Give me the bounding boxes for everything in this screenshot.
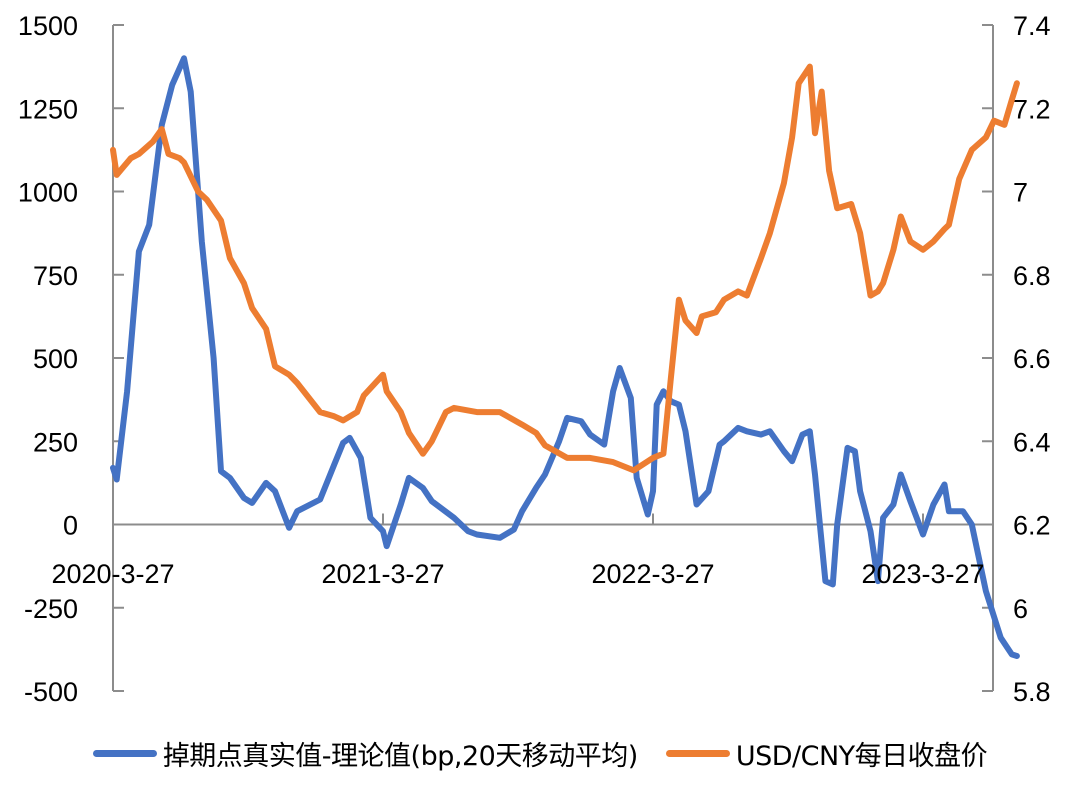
right-axis-tick-label: 6.4	[1013, 427, 1051, 457]
right-axis-tick-label: 7.2	[1013, 94, 1051, 124]
legend-item-usdcny: USD/CNY每日收盘价	[665, 734, 988, 773]
left-axis-tick-label: -500	[24, 677, 78, 707]
right-axis-tick-label: 6.6	[1013, 344, 1051, 374]
right-axis-tick-label: 6.8	[1013, 261, 1051, 291]
left-axis-tick-label: 1250	[18, 94, 78, 124]
x-axis-labels: 2020-3-27 2021-3-27 2022-3-27 2023-3-27	[51, 559, 984, 589]
left-axis-tick-label: 0	[63, 511, 78, 541]
x-axis-tick-label: 2023-3-27	[861, 559, 984, 589]
series-layer	[110, 55, 1020, 659]
legend-label: USD/CNY每日收盘价	[735, 740, 988, 772]
dual-axis-line-chart: 1500 1250 1000 750 500 250 0 -250 -500 7.4 7.2 7 6.…	[18, 11, 1051, 707]
left-axis-tick-label: 750	[33, 261, 78, 291]
right-axis-tick-label: 6.2	[1013, 511, 1051, 541]
right-axis-tick-label: 7	[1013, 178, 1028, 208]
legend-swatch-orange-line-icon	[665, 749, 730, 757]
right-y-axis: 7.4 7.2 7 6.8 6.6 6.4 6.2 6 5.8	[982, 11, 1051, 707]
left-y-axis: 1500 1250 1000 750 500 250 0 -250 -500	[18, 11, 124, 707]
x-axis-tick-label: 2021-3-27	[321, 559, 444, 589]
right-axis-tick-label: 5.8	[1013, 677, 1051, 707]
left-axis-tick-label: 1500	[18, 11, 78, 41]
right-axis-tick-label: 6	[1013, 594, 1028, 624]
x-axis-tick-label: 2020-3-27	[51, 559, 174, 589]
legend-swatch-blue-line-icon	[92, 749, 157, 757]
x-axis-tick-label: 2022-3-27	[591, 559, 714, 589]
left-axis-tick-label: 250	[33, 427, 78, 457]
left-axis-tick-label: -250	[24, 594, 78, 624]
legend: 掉期点真实值-理论值(bp,20天移动平均) USD/CNY每日收盘价	[0, 728, 1080, 778]
swap-points-line	[110, 55, 1020, 659]
right-axis-tick-label: 7.4	[1013, 11, 1051, 41]
legend-label: 掉期点真实值-理论值(bp,20天移动平均)	[162, 740, 639, 772]
legend-item-swap-points: 掉期点真实值-理论值(bp,20天移动平均)	[92, 734, 639, 773]
x-axis	[113, 513, 993, 526]
left-axis-tick-label: 500	[33, 344, 78, 374]
left-axis-tick-label: 1000	[18, 178, 78, 208]
usdcny-line	[110, 63, 1020, 474]
